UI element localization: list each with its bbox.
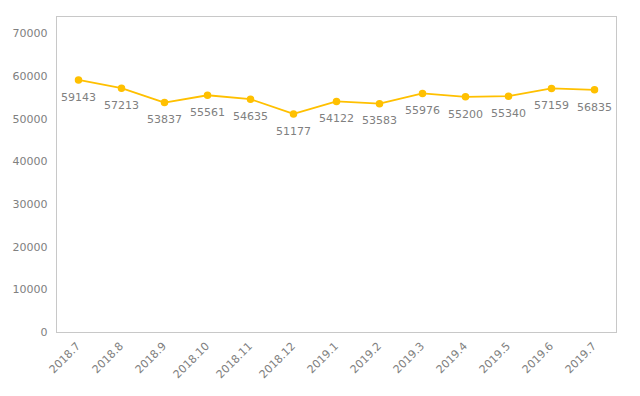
svg-text:2018.8: 2018.8 xyxy=(90,340,126,376)
svg-text:2019.4: 2019.4 xyxy=(434,340,470,376)
svg-text:10000: 10000 xyxy=(13,283,48,296)
svg-text:30000: 30000 xyxy=(13,198,48,211)
svg-text:2018.9: 2018.9 xyxy=(133,340,169,376)
svg-text:50000: 50000 xyxy=(13,113,48,126)
svg-text:2019.6: 2019.6 xyxy=(520,340,556,376)
svg-text:0: 0 xyxy=(41,326,48,339)
svg-text:55200: 55200 xyxy=(448,108,483,121)
svg-text:2019.3: 2019.3 xyxy=(391,340,427,376)
svg-text:2019.7: 2019.7 xyxy=(563,340,599,376)
svg-text:2019.1: 2019.1 xyxy=(305,340,341,376)
svg-text:55340: 55340 xyxy=(491,107,526,120)
svg-text:60000: 60000 xyxy=(13,70,48,83)
svg-text:20000: 20000 xyxy=(13,241,48,254)
svg-text:2018.12: 2018.12 xyxy=(257,340,298,381)
svg-text:55561: 55561 xyxy=(190,106,225,119)
svg-text:2019.2: 2019.2 xyxy=(348,340,384,376)
svg-text:2019.5: 2019.5 xyxy=(477,340,513,376)
svg-text:53583: 53583 xyxy=(362,114,397,127)
svg-text:51177: 51177 xyxy=(276,125,311,138)
svg-text:2018.11: 2018.11 xyxy=(214,340,255,381)
svg-text:54122: 54122 xyxy=(319,112,354,125)
svg-text:55976: 55976 xyxy=(405,104,440,117)
svg-text:57213: 57213 xyxy=(104,99,139,112)
svg-text:2018.10: 2018.10 xyxy=(171,340,212,381)
svg-text:57159: 57159 xyxy=(534,99,569,112)
svg-text:2018.7: 2018.7 xyxy=(47,340,83,376)
svg-text:59143: 59143 xyxy=(61,91,96,104)
svg-text:54635: 54635 xyxy=(233,110,268,123)
svg-text:56835: 56835 xyxy=(577,101,612,114)
svg-text:53837: 53837 xyxy=(147,113,182,126)
svg-text:40000: 40000 xyxy=(13,155,48,168)
svg-text:70000: 70000 xyxy=(13,27,48,40)
